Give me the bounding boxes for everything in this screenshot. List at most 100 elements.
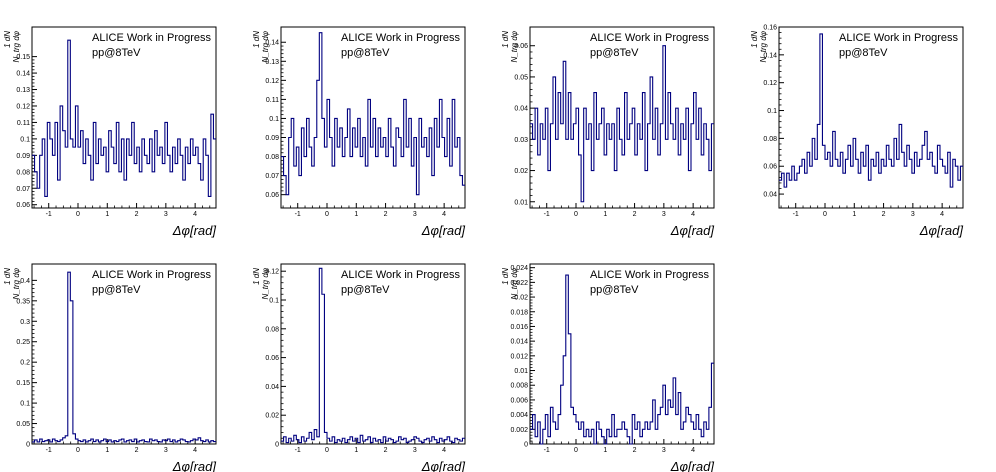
y-tick-label: 0.004 — [510, 412, 528, 419]
y-tick-label: 0 — [524, 442, 528, 449]
y-axis-label-denominator: N_trg dφ — [12, 268, 21, 299]
plot-frame — [529, 263, 715, 445]
x-tick-label: 3 — [662, 211, 666, 218]
y-tick-label: 0 — [26, 442, 30, 449]
y-tick-label: 0.35 — [16, 298, 30, 305]
histogram-series — [32, 271, 216, 443]
x-tick-label: 3 — [164, 447, 168, 454]
plot-frame — [280, 263, 466, 445]
x-axis-label: Δφ[rad] — [919, 223, 964, 238]
x-tick-label: 4 — [193, 211, 197, 218]
x-axis-label: Δφ[rad] — [670, 459, 715, 472]
y-tick-label: 0.12 — [763, 80, 777, 87]
y-axis-label-numerator: 1 dN — [252, 268, 261, 285]
y-tick-label: 0.2 — [20, 360, 30, 367]
x-axis-label: Δφ[rad] — [421, 223, 466, 238]
y-tick-label: 0.06 — [16, 202, 30, 209]
y-tick-label: 0.04 — [763, 192, 777, 199]
y-tick-label: 0.4 — [20, 278, 30, 285]
annotation-experiment: ALICE Work in Progress — [92, 32, 212, 44]
y-tick-label: 0.06 — [265, 355, 279, 362]
chart-panel-5: 0 0.05 0.1 0.15 0.2 0.25 0.3 0.35 0.4 -1 0 1 2 3 4 ALIC… — [3, 263, 217, 472]
x-axis-label: Δφ[rad] — [172, 223, 217, 238]
x-tick-label: 0 — [325, 447, 329, 454]
y-tick-label: 0.08 — [16, 169, 30, 176]
y-axis-label-numerator: 1 dN — [750, 31, 759, 48]
y-tick-label: 0.13 — [265, 59, 279, 66]
y-tick-label: 0.006 — [510, 397, 528, 404]
y-tick-label: 0.01 — [514, 368, 528, 375]
x-tick-label: 2 — [384, 447, 388, 454]
y-tick-label: 0.06 — [265, 192, 279, 199]
chart-panel-3: 0.01 0.02 0.03 0.04 0.05 0.06 -1 0 1 2 3 4 ALICE Wor… — [501, 26, 715, 238]
annotation-system: pp@8TeV — [590, 47, 639, 59]
y-tick-label: 0.04 — [265, 384, 279, 391]
y-tick-label: 0.05 — [514, 74, 528, 81]
y-tick-label: 0.25 — [16, 339, 30, 346]
plot-frame — [529, 26, 715, 209]
x-tick-label: 3 — [164, 211, 168, 218]
x-tick-label: -1 — [46, 211, 52, 218]
y-tick-label: 0.14 — [265, 40, 279, 47]
x-tick-label: 0 — [574, 447, 578, 454]
y-tick-label: 0.15 — [16, 380, 30, 387]
annotation-system: pp@8TeV — [590, 284, 639, 296]
y-tick-label: 0.16 — [763, 25, 777, 32]
annotation-experiment: ALICE Work in Progress — [341, 269, 461, 281]
y-tick-label: 0.012 — [510, 353, 528, 360]
y-tick-label: 0.3 — [20, 319, 30, 326]
y-tick-label: 0.018 — [510, 309, 528, 316]
y-axis-label: 1 dN N_trg dφ — [3, 31, 21, 63]
y-tick-label: 0.1 — [20, 136, 30, 143]
x-tick-label: 4 — [442, 447, 446, 454]
x-tick-label: 1 — [603, 447, 607, 454]
y-tick-label: 0.08 — [265, 154, 279, 161]
y-tick-label: 0.008 — [510, 383, 528, 390]
x-axis-label: Δφ[rad] — [670, 223, 715, 238]
x-tick-label: 1 — [603, 211, 607, 218]
y-tick-label: 0.12 — [16, 103, 30, 110]
histogram-series — [530, 274, 714, 445]
x-tick-label: 1 — [354, 211, 358, 218]
x-tick-label: 0 — [574, 211, 578, 218]
annotation-system: pp@8TeV — [839, 47, 888, 59]
x-tick-label: 0 — [76, 211, 80, 218]
x-axis-label: Δφ[rad] — [421, 459, 466, 472]
y-tick-label: 0.09 — [16, 153, 30, 160]
x-tick-label: 3 — [413, 211, 417, 218]
y-axis-label: 1 dN N_trg dφ — [501, 268, 519, 300]
y-axis-label: 1 dN N_trg dφ — [501, 31, 519, 63]
y-axis-label-denominator: N_trg dφ — [261, 31, 270, 62]
x-tick-label: 4 — [442, 211, 446, 218]
chart-panel-2: 0.06 0.07 0.08 0.09 0.1 0.11 0.12 0.13 0.14 -1 0 1 2… — [252, 26, 466, 238]
plot-frame — [280, 26, 466, 209]
x-tick-label: -1 — [295, 211, 301, 218]
y-tick-label: 0.11 — [17, 120, 30, 127]
x-tick-label: 3 — [413, 447, 417, 454]
y-axis-label: 1 dN N_trg dφ — [750, 31, 768, 63]
x-tick-label: 2 — [384, 211, 388, 218]
y-tick-label: 0.02 — [265, 413, 279, 420]
y-tick-label: 0.01 — [514, 199, 528, 206]
x-tick-label: 1 — [105, 211, 109, 218]
x-tick-label: 1 — [852, 211, 856, 218]
x-tick-label: -1 — [46, 447, 52, 454]
y-tick-label: 0.1 — [767, 108, 777, 115]
y-axis-label-denominator: N_trg dφ — [510, 31, 519, 62]
annotation-system: pp@8TeV — [92, 284, 141, 296]
y-tick-label: 0.002 — [510, 427, 528, 434]
x-tick-label: 0 — [76, 447, 80, 454]
y-axis-label-numerator: 1 dN — [3, 31, 12, 48]
y-tick-label: 0.03 — [514, 137, 528, 144]
chart-panel-1: 0.06 0.07 0.08 0.09 0.1 0.11 0.12 0.13 0.14 0.15 -… — [3, 26, 217, 238]
annotation-system: pp@8TeV — [92, 47, 141, 59]
x-tick-label: 1 — [105, 447, 109, 454]
y-axis-label-denominator: N_trg dφ — [12, 31, 21, 62]
x-tick-label: 0 — [823, 211, 827, 218]
y-axis-label-denominator: N_trg dφ — [261, 268, 270, 299]
x-tick-label: 4 — [940, 211, 944, 218]
y-tick-label: 0.05 — [16, 421, 30, 428]
annotation-experiment: ALICE Work in Progress — [92, 269, 212, 281]
y-tick-label: 0.02 — [514, 168, 528, 175]
